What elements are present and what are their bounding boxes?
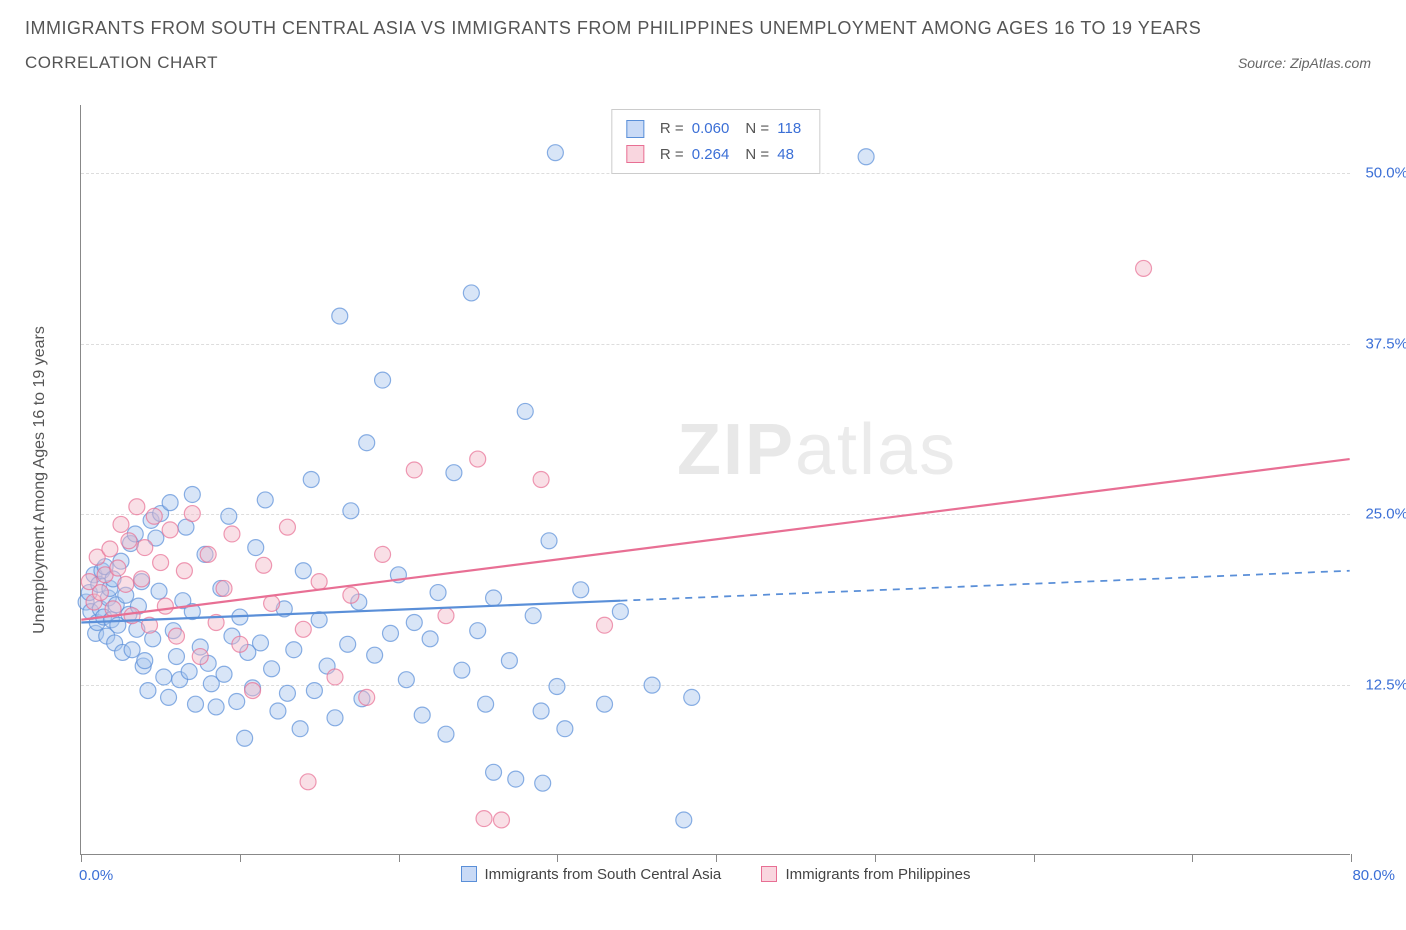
stats-legend: R = 0.060 N = 118 R = 0.264 N = 48	[611, 109, 820, 174]
x-tick	[1192, 854, 1193, 862]
y-tick-label: 37.5%	[1365, 335, 1406, 352]
swatch-pink	[761, 866, 777, 882]
y-tick-label: 25.0%	[1365, 506, 1406, 523]
y-tick-label: 50.0%	[1365, 165, 1406, 182]
plot-area: ZIPatlas 12.5%25.0%37.5%50.0% R = 0.060 …	[80, 105, 1350, 855]
x-tick	[81, 854, 82, 862]
legend-row-series-2: R = 0.264 N = 48	[626, 142, 805, 168]
x-tick	[1034, 854, 1035, 862]
x-tick	[399, 854, 400, 862]
legend-item-series-1: Immigrants from South Central Asia	[461, 866, 722, 883]
y-tick-label: 12.5%	[1365, 676, 1406, 693]
x-tick	[875, 854, 876, 862]
series-legend: Immigrants from South Central Asia Immig…	[81, 866, 1350, 887]
y-axis-title: Unemployment Among Ages 16 to 19 years	[31, 326, 49, 634]
x-tick	[557, 854, 558, 862]
swatch-blue	[461, 866, 477, 882]
chart-subtitle: CORRELATION CHART	[25, 53, 218, 73]
x-axis-max-label: 80.0%	[1352, 867, 1395, 884]
source-attribution: Source: ZipAtlas.com	[1238, 55, 1371, 71]
legend-item-series-2: Immigrants from Philippines	[761, 866, 970, 883]
swatch-pink	[626, 145, 644, 163]
regression-lines	[81, 105, 1350, 854]
x-tick	[1351, 854, 1352, 862]
page-title: IMMIGRANTS FROM SOUTH CENTRAL ASIA VS IM…	[25, 18, 1381, 39]
legend-row-series-1: R = 0.060 N = 118	[626, 116, 805, 142]
x-tick	[716, 854, 717, 862]
correlation-chart: Unemployment Among Ages 16 to 19 years Z…	[60, 105, 1380, 855]
x-tick	[240, 854, 241, 862]
swatch-blue	[626, 120, 644, 138]
